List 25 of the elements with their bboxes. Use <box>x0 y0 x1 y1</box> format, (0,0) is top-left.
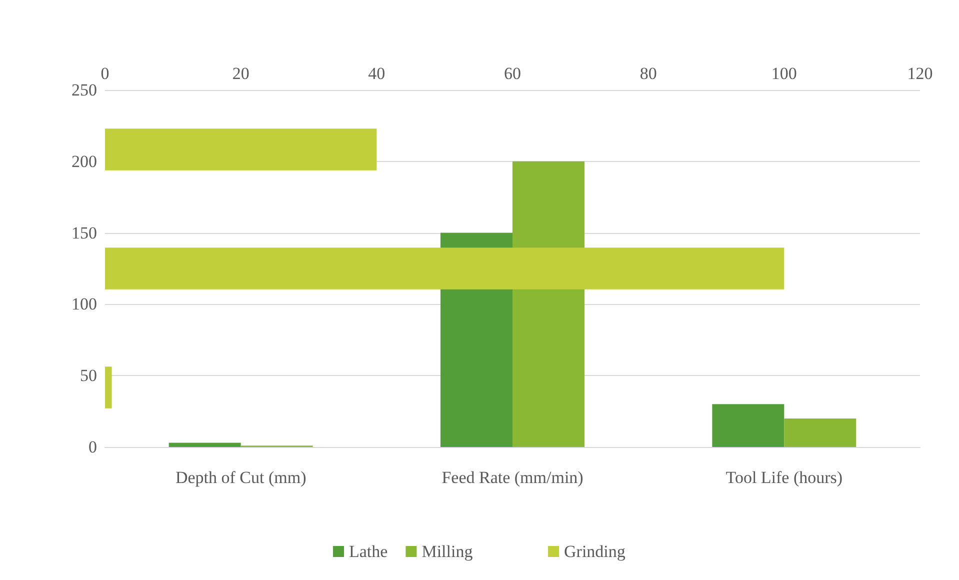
bar <box>105 128 377 170</box>
bar <box>168 442 241 447</box>
x-tick-label: 20 <box>232 64 250 83</box>
bar <box>105 366 112 408</box>
y-tick-label: 200 <box>72 152 97 171</box>
y-tick-label: 0 <box>88 438 97 456</box>
bar <box>105 248 784 290</box>
y-tick-label: 100 <box>72 294 97 314</box>
y-tick-label: 250 <box>72 80 97 100</box>
x-tick-label: 120 <box>907 64 933 83</box>
x-tick-label: 40 <box>368 64 386 83</box>
legend-label: Lathe <box>349 542 388 561</box>
x-tick-label: 60 <box>504 64 521 83</box>
y-tick-label: 50 <box>80 366 97 386</box>
bar <box>712 404 784 447</box>
legend-label: Grinding <box>564 542 626 561</box>
x-tick-label: Tool Life (hours) <box>726 468 843 487</box>
y-tick-label: 150 <box>72 223 97 242</box>
x-tick-label: 0 <box>100 64 110 83</box>
x-tick-label: Feed Rate (mm/min) <box>442 468 584 487</box>
x-tick-label: 100 <box>771 64 797 83</box>
x-tick-label: Depth of Cut (mm) <box>175 468 306 487</box>
x-tick-label: 80 <box>640 64 657 83</box>
legend-label: Milling <box>422 542 474 561</box>
bar <box>784 418 856 447</box>
